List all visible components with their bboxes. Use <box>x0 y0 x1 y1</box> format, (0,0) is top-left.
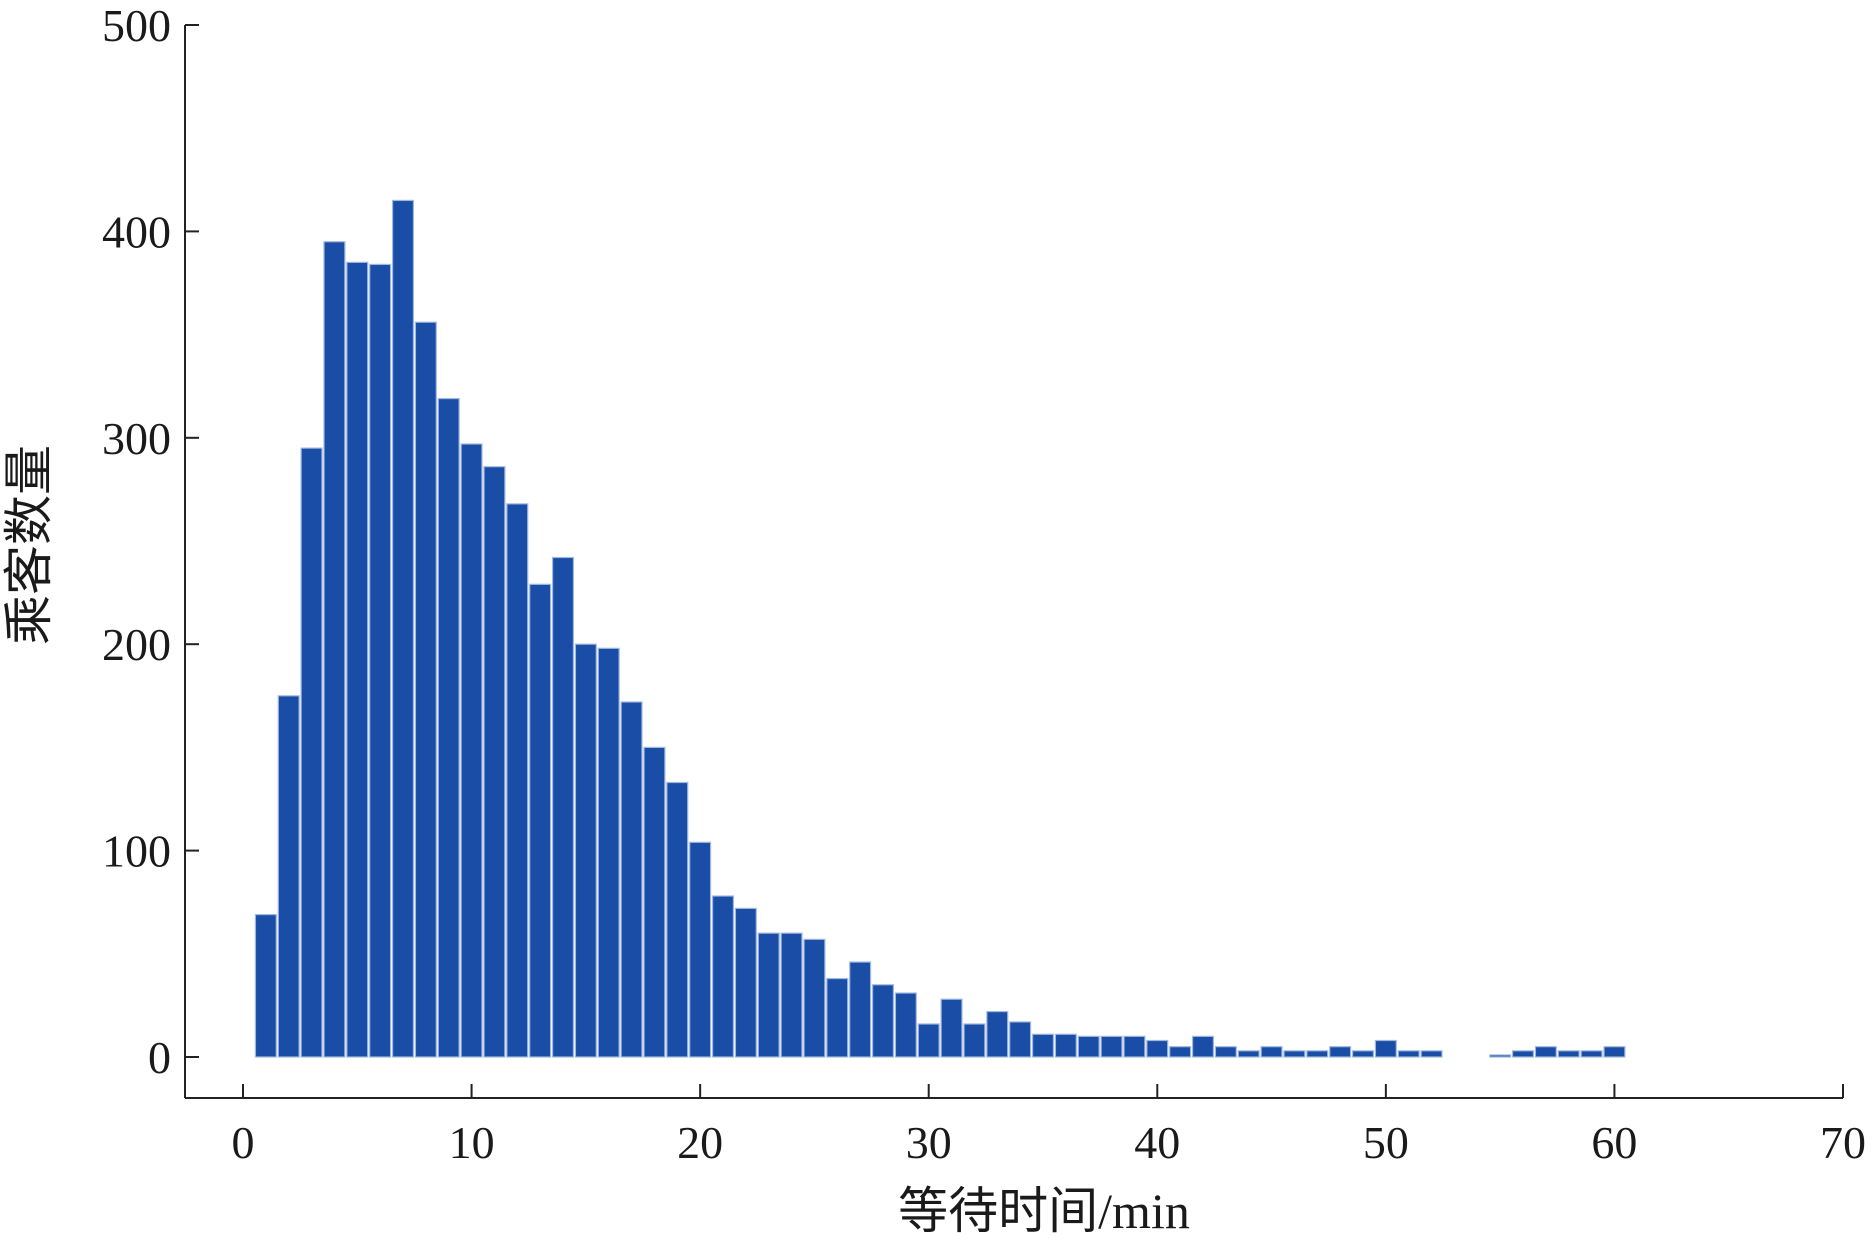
x-tick-label: 20 <box>677 1117 723 1168</box>
histogram-bar <box>986 1010 1009 1058</box>
histogram-bar <box>369 263 392 1058</box>
histogram-bar <box>414 321 437 1058</box>
histogram-bar <box>757 932 780 1058</box>
histogram-bar <box>506 503 529 1058</box>
histogram-bar <box>871 984 895 1058</box>
histogram-bar <box>894 992 917 1058</box>
histogram-bar <box>1100 1035 1123 1058</box>
x-axis-title: 等待时间/min <box>898 1183 1190 1239</box>
histogram-bar <box>1603 1046 1626 1058</box>
histogram-bar <box>1306 1050 1329 1058</box>
histogram-bar <box>323 241 346 1058</box>
histogram-bar <box>1329 1046 1352 1058</box>
histogram-bar <box>391 199 415 1058</box>
histogram-bar <box>849 961 872 1058</box>
axes-layer <box>184 25 1843 1099</box>
histogram-bar <box>803 938 826 1058</box>
x-ticks: 0 10 20 30 40 50 60 70 <box>232 1084 1866 1168</box>
histogram-bar <box>437 397 460 1058</box>
histogram-bar <box>483 466 506 1058</box>
histogram-bar <box>1580 1050 1603 1058</box>
histogram-bar <box>734 907 757 1058</box>
histogram-bar <box>666 781 689 1058</box>
x-tick-label: 50 <box>1363 1117 1409 1168</box>
histogram-bar <box>460 443 483 1058</box>
histogram-bar <box>1214 1046 1237 1058</box>
histogram-bar <box>1283 1050 1306 1058</box>
x-tick-label: 30 <box>906 1117 952 1168</box>
histogram-bar <box>1169 1046 1192 1058</box>
histogram-bar <box>643 746 666 1058</box>
histogram-bar <box>1397 1050 1420 1058</box>
x-tick-label: 40 <box>1134 1117 1180 1168</box>
histogram-bar <box>711 895 735 1058</box>
y-tick-label: 500 <box>102 0 171 51</box>
y-axis-title: 乘客数量 <box>1 445 57 645</box>
y-tick-label: 400 <box>102 206 171 257</box>
histogram-bar <box>1420 1050 1443 1058</box>
histogram-bar <box>1374 1039 1397 1058</box>
y-tick-label: 200 <box>102 619 171 670</box>
histogram-bar <box>1031 1033 1055 1058</box>
histogram-bar <box>1511 1050 1535 1058</box>
histogram-bar <box>597 647 620 1058</box>
histogram-bar <box>574 643 597 1058</box>
histogram-bar <box>1260 1046 1283 1058</box>
histogram-bar <box>1009 1021 1032 1058</box>
histogram-bar <box>917 1023 940 1058</box>
bars-layer <box>254 199 1626 1058</box>
histogram-bar <box>1077 1035 1100 1058</box>
x-tick-label: 0 <box>232 1117 255 1168</box>
histogram-bar <box>551 556 575 1058</box>
histogram-bar <box>940 998 963 1058</box>
y-tick-label: 100 <box>102 826 171 877</box>
histogram-bar <box>277 695 300 1058</box>
x-tick-label: 60 <box>1591 1117 1637 1168</box>
histogram-bar <box>1123 1035 1146 1058</box>
histogram-bar <box>780 932 803 1058</box>
histogram-bar <box>689 841 712 1058</box>
y-tick-label: 300 <box>102 413 171 464</box>
histogram-bar <box>1351 1050 1375 1058</box>
x-tick-label: 70 <box>1820 1117 1866 1168</box>
histogram-bar <box>1191 1035 1215 1058</box>
histogram-bar <box>1557 1050 1580 1058</box>
y-ticks: 0 100 200 300 400 500 <box>102 0 199 1083</box>
histogram-bar <box>826 977 849 1058</box>
histogram-bar <box>1146 1039 1169 1058</box>
histogram-bar <box>1054 1033 1077 1058</box>
histogram-bar <box>300 447 323 1058</box>
y-tick-label: 0 <box>148 1032 171 1083</box>
histogram-bar <box>346 261 369 1058</box>
histogram-bar <box>529 583 552 1058</box>
histogram-bar <box>1237 1050 1260 1058</box>
x-tick-label: 10 <box>449 1117 495 1168</box>
histogram-bar <box>254 913 277 1058</box>
histogram-bar <box>1489 1054 1512 1058</box>
histogram-bar <box>620 701 643 1058</box>
histogram-bar <box>1534 1046 1557 1058</box>
histogram-bar <box>963 1023 986 1058</box>
